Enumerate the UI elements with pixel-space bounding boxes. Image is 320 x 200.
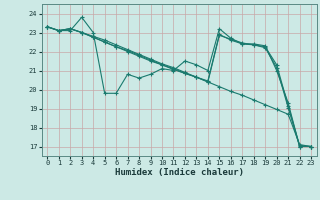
X-axis label: Humidex (Indice chaleur): Humidex (Indice chaleur): [115, 168, 244, 177]
